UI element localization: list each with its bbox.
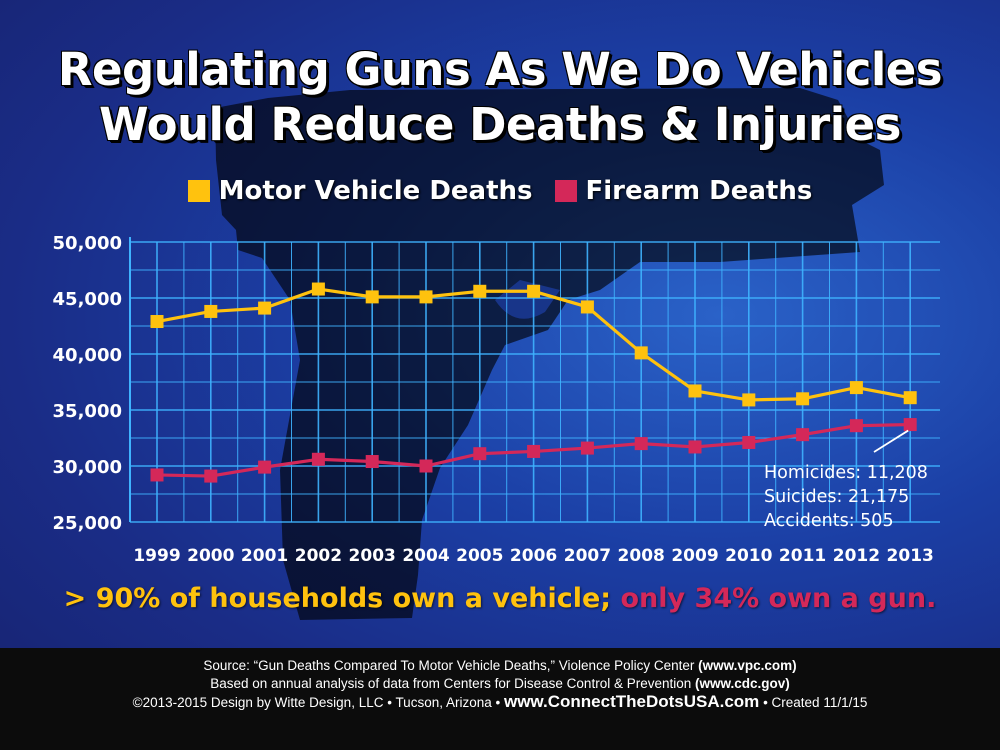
x-tick-label: 2000 — [187, 546, 234, 566]
vehicle-data-point — [204, 304, 218, 318]
footer-website-link[interactable]: www.ConnectTheDotsUSA.com — [503, 692, 760, 711]
footer: Source: “Gun Deaths Compared To Motor Ve… — [0, 648, 1000, 750]
x-tick-label: 2013 — [887, 546, 934, 566]
firearm-data-point — [473, 447, 487, 461]
vehicle-data-point — [580, 300, 594, 314]
footer-created-text: • Created 11/1/15 — [759, 695, 868, 710]
vehicle-data-point — [634, 346, 648, 360]
vehicle-data-point — [311, 282, 325, 296]
legend-swatch-vehicle — [187, 180, 210, 202]
x-tick-label: 2007 — [564, 546, 611, 566]
x-tick-label: 2001 — [241, 546, 288, 566]
footer-source-link[interactable]: (www.vpc.com) — [698, 658, 797, 673]
y-tick-label: 35,000 — [53, 401, 122, 422]
chart-legend: Motor Vehicle Deaths Firearm Deaths — [0, 176, 1000, 206]
chart-series — [150, 282, 917, 483]
annotation-line: Homicides: 11,208 — [764, 463, 928, 483]
title-line-2: Would Reduce Deaths & Injuries — [99, 98, 901, 151]
x-tick-label: 2009 — [671, 546, 718, 566]
firearm-data-point — [311, 452, 325, 466]
firearm-data-point — [150, 468, 164, 482]
firearm-data-point — [634, 437, 648, 451]
y-tick-label: 50,000 — [53, 233, 122, 254]
legend-label-vehicle: Motor Vehicle Deaths — [218, 176, 533, 206]
firearm-data-point — [903, 418, 917, 432]
firearm-data-point — [849, 419, 863, 433]
vehicle-data-point — [849, 381, 863, 395]
vehicle-data-point — [258, 301, 272, 315]
tagline-vehicle: > 90% of households own a vehicle; — [63, 583, 612, 614]
footer-credit-text: ©2013-2015 Design by Witte Design, LLC •… — [132, 695, 504, 710]
footer-cdc-text: Based on annual analysis of data from Ce… — [210, 676, 695, 691]
firearm-data-point — [365, 455, 379, 469]
vehicle-data-point — [150, 315, 164, 329]
vehicle-data-point — [419, 290, 433, 304]
y-tick-label: 45,000 — [53, 289, 122, 310]
firearm-data-point — [204, 469, 218, 483]
footer-source-text: Source: “Gun Deaths Compared To Motor Ve… — [203, 658, 699, 673]
tagline: > 90% of households own a vehicle; only … — [0, 583, 1000, 614]
legend-item-firearm: Firearm Deaths — [554, 176, 813, 206]
vehicle-data-point — [796, 392, 810, 406]
annotation-line: Suicides: 21,175 — [764, 487, 909, 507]
x-tick-label: 2004 — [402, 546, 449, 566]
x-tick-label: 2003 — [349, 546, 396, 566]
y-tick-label: 25,000 — [53, 513, 122, 534]
vehicle-data-point — [742, 393, 756, 407]
firearm-data-point — [742, 435, 756, 449]
chart-annotation: Homicides: 11,208 Suicides: 21,175 Acciden… — [764, 429, 928, 531]
legend-swatch-firearm — [554, 180, 577, 202]
x-tick-label: 2006 — [510, 546, 557, 566]
x-tick-label: 2002 — [295, 546, 342, 566]
x-tick-label: 2008 — [618, 546, 665, 566]
vehicle-data-point — [688, 384, 702, 398]
y-tick-label: 40,000 — [53, 345, 122, 366]
footer-source-line: Source: “Gun Deaths Compared To Motor Ve… — [0, 657, 1000, 675]
y-axis-ticks: 50,000 45,000 40,000 35,000 30,000 25,000 — [53, 233, 122, 534]
firearm-data-point — [580, 441, 594, 455]
vehicle-data-point — [365, 290, 379, 304]
page-title: Regulating Guns As We Do Vehicles Would … — [0, 42, 1000, 152]
y-tick-label: 30,000 — [53, 457, 122, 478]
footer-cdc-link[interactable]: (www.cdc.gov) — [695, 676, 790, 691]
footer-credit-line: ©2013-2015 Design by Witte Design, LLC •… — [0, 693, 1000, 712]
legend-label-firearm: Firearm Deaths — [585, 176, 813, 206]
firearm-data-point — [688, 440, 702, 454]
tagline-gun: only 34% own a gun. — [611, 583, 937, 614]
firearm-data-point — [796, 428, 810, 442]
x-tick-label: 2011 — [779, 546, 826, 566]
footer-cdc-line: Based on annual analysis of data from Ce… — [0, 675, 1000, 693]
x-axis-ticks: 1999 2000 2001 2002 2003 2004 2005 2006 2007 2008… — [133, 546, 934, 566]
vehicle-data-point — [903, 391, 917, 405]
x-tick-label: 1999 — [133, 546, 180, 566]
vehicle-data-point — [473, 284, 487, 298]
x-tick-label: 2005 — [456, 546, 503, 566]
legend-item-vehicle: Motor Vehicle Deaths — [187, 176, 533, 206]
firearm-data-point — [258, 460, 272, 474]
x-tick-label: 2010 — [725, 546, 772, 566]
firearm-data-point — [527, 444, 541, 458]
vehicle-data-point — [527, 284, 541, 298]
firearm-data-point — [419, 459, 433, 473]
annotation-leader-line — [873, 429, 909, 453]
x-tick-label: 2012 — [833, 546, 880, 566]
annotation-line: Accidents: 505 — [764, 511, 894, 531]
title-line-1: Regulating Guns As We Do Vehicles — [57, 43, 943, 96]
